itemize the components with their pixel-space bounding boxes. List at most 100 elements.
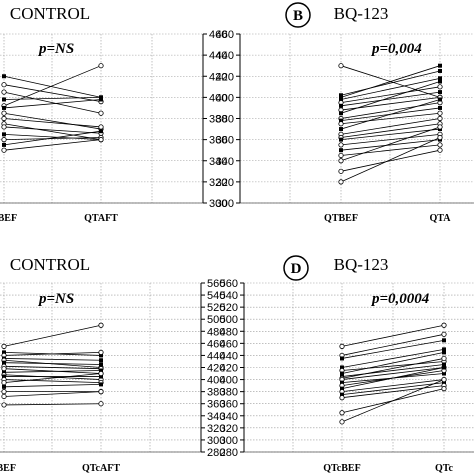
data-point-filled: [442, 347, 446, 352]
series-line: [340, 126, 441, 162]
y-tick-label: 320: [207, 423, 225, 435]
data-point-open: [1, 393, 7, 400]
data-point-filled: [99, 95, 103, 100]
data-point-filled: [438, 97, 442, 102]
series-line: [340, 86, 441, 104]
data-point-filled: [442, 371, 446, 376]
chart-panel-c: 2803003203403603804004204404604805005205…: [0, 255, 225, 474]
p-value-label: p=NS: [37, 291, 74, 307]
series-line: [3, 370, 102, 373]
series-line: [3, 358, 102, 361]
data-point-open: [339, 419, 345, 425]
series-line: [3, 352, 102, 356]
data-point-open: [98, 137, 104, 143]
series-line: [341, 382, 445, 396]
data-point-open: [98, 389, 104, 395]
data-point-filled: [340, 365, 344, 370]
y-tick-label: 480: [207, 326, 225, 338]
data-point-open: [437, 134, 443, 141]
data-point-filled: [340, 356, 344, 361]
data-point-filled: [438, 79, 442, 84]
data-point-open: [98, 63, 104, 69]
y-tick-label: 300: [220, 435, 238, 447]
y-tick-label: 420: [207, 363, 225, 375]
series-line: [3, 384, 102, 388]
series-line: [3, 324, 102, 347]
data-point-open: [98, 322, 104, 328]
series-line: [3, 365, 102, 370]
series-line: [340, 144, 441, 156]
y-tick-label: 360: [216, 135, 234, 147]
data-point-filled: [339, 95, 343, 100]
y-tick-label: 340: [216, 156, 234, 168]
series-line: [341, 379, 445, 423]
y-tick-label: 360: [220, 399, 238, 411]
data-point-filled: [340, 371, 344, 376]
series-line: [341, 379, 445, 393]
y-tick-label: 460: [220, 338, 238, 350]
series-line: [3, 391, 102, 397]
data-point-filled: [2, 105, 6, 110]
series-line: [340, 91, 441, 107]
x-tick-label: QTAFT: [84, 213, 118, 224]
y-tick-label: 300: [209, 198, 227, 210]
data-point-open: [338, 168, 344, 174]
data-point-filled: [339, 118, 343, 123]
y-tick-label: 500: [207, 314, 225, 326]
data-point-open: [338, 142, 344, 148]
series-line: [3, 75, 102, 98]
data-point-filled: [339, 93, 343, 98]
y-tick-label: 460: [216, 29, 234, 41]
data-point-open: [98, 124, 104, 130]
x-tick-label: TBEF: [0, 213, 17, 224]
series-line: [3, 123, 102, 141]
y-tick-label: 380: [209, 114, 227, 126]
series-line: [341, 367, 445, 390]
series-line: [340, 123, 441, 138]
data-point-open: [339, 395, 345, 401]
y-tick-label: 380: [216, 114, 234, 126]
data-point-open: [98, 349, 104, 356]
x-tick-label: QTcAFT: [82, 463, 120, 474]
y-tick-label: 520: [220, 302, 238, 314]
y-tick-label: 460: [209, 29, 227, 41]
data-point-filled: [99, 374, 103, 379]
y-tick-label: 360: [207, 399, 225, 411]
panel-badge-letter: D: [291, 261, 302, 277]
data-point-filled: [340, 386, 344, 391]
data-point-filled: [99, 382, 103, 387]
data-point-filled: [442, 350, 446, 355]
data-point-open: [1, 379, 7, 386]
data-point-filled: [339, 137, 343, 142]
data-point-open: [98, 401, 104, 407]
y-tick-label: 420: [220, 363, 238, 375]
series-line: [340, 149, 441, 172]
data-point-filled: [339, 111, 343, 116]
chart-panel-b: 300 320 340 360 380 400 420 440 460 QTBEF QTA BQ-12…: [216, 2, 474, 224]
data-point-open: [339, 410, 345, 416]
data-point-open: [437, 110, 443, 116]
data-point-open: [1, 389, 7, 395]
data-point-filled: [340, 392, 344, 397]
data-point-filled: [340, 380, 344, 385]
series-line: [341, 352, 445, 374]
data-point-filled: [442, 365, 446, 370]
y-tick-label: 440: [207, 350, 225, 362]
series-line: [3, 133, 102, 141]
series-line: [3, 130, 102, 146]
data-point-filled: [99, 353, 103, 358]
series-line: [3, 65, 102, 107]
data-point-open: [441, 322, 447, 328]
panel-title: CONTROL: [10, 255, 90, 274]
series-line: [340, 102, 441, 119]
data-point-open: [338, 121, 344, 127]
series-line: [3, 126, 102, 134]
series-line: [340, 139, 441, 151]
data-point-filled: [2, 97, 6, 102]
data-point-filled: [99, 362, 103, 367]
y-tick-label: 320: [216, 177, 234, 189]
data-point-open: [441, 386, 447, 392]
data-point-open: [98, 370, 104, 377]
x-tick-label: QTcBEF: [323, 463, 360, 474]
